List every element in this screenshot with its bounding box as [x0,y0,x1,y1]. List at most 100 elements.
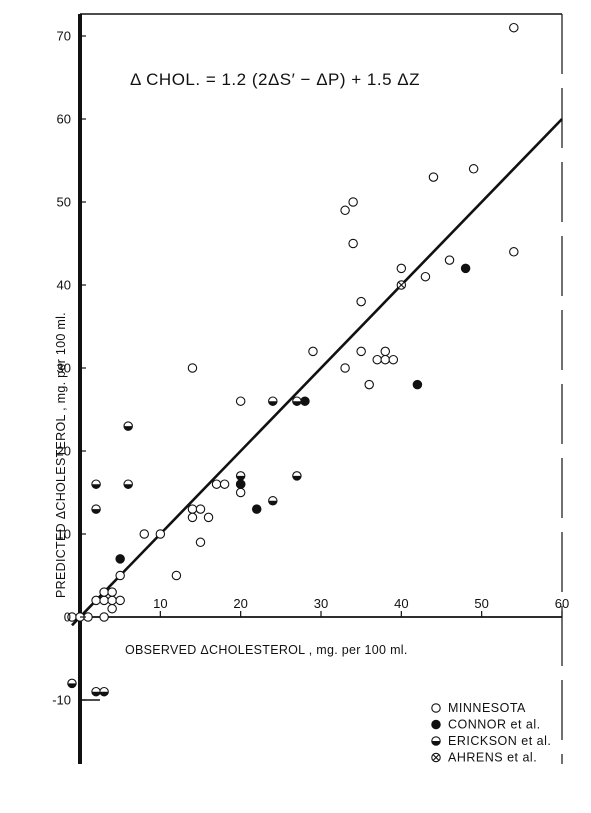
data-point-open-circle [107,587,117,597]
data-point-open-circle [99,612,109,622]
x-tick-label: 10 [153,596,167,611]
marker-half [292,475,302,481]
legend-item: MINNESOTA [431,701,526,715]
data-point-half-filled-circle [91,504,101,514]
marker-half [292,401,302,406]
marker-circle [348,238,358,249]
marker-circle [388,354,399,365]
data-point-open-circle [468,164,479,174]
data-point-crossed-circle [431,752,441,763]
marker-cross [432,754,440,761]
marker-circle [308,346,318,357]
marker-circle [444,255,455,265]
marker-half [124,426,133,431]
marker-cross [397,281,405,289]
marker-circle [195,504,206,514]
data-point-open-circle [431,703,441,713]
data-point-half-filled-circle [268,496,278,506]
legend-label: ERICKSON et al. [448,734,551,748]
y-axis-title: PREDICTED ΔCHOLESTEROL , mg. per 100 ml. [54,312,68,598]
series-filled-circle [115,263,471,564]
axis-ticks: 10 20 30 40 50 60 -10 0 10 20 30 40 50 60 70 [52,29,569,708]
data-point-open-circle [155,529,166,539]
marker-circle [356,346,366,357]
data-point-filled-circle [251,504,262,514]
marker-circle [340,205,350,216]
data-point-open-circle [203,512,214,523]
x-tick-label: 20 [233,596,247,611]
series-half-filled-circle [67,396,302,697]
marker-half [99,691,109,696]
marker-circle [155,529,166,539]
marker-circle [372,354,382,365]
data-point-open-circle [187,363,198,373]
data-point-open-circle [509,247,519,257]
data-point-open-circle [211,479,222,489]
data-point-filled-circle [460,263,471,274]
data-point-open-circle [219,479,230,489]
marker-circle [340,363,350,373]
y-tick-label: 30 [57,361,71,376]
legend-item: AHRENS et al. [431,751,537,765]
marker-half [67,683,77,688]
x-tick-label: 30 [314,596,328,611]
legend-label: MINNESOTA [448,701,526,715]
data-point-open-circle [340,205,350,216]
marker-circle [219,479,230,489]
marker-circle [468,164,479,174]
x-tick-label: 60 [555,596,569,611]
data-point-open-circle [388,354,399,365]
marker-half [91,691,101,696]
data-point-open-circle [195,537,206,548]
marker-circle [251,504,262,514]
marker-circle [509,22,519,33]
data-point-open-circle [356,346,366,357]
marker-circle [380,346,391,357]
marker-circle [139,529,150,539]
y-tick-label: 70 [57,29,71,44]
marker-circle [99,587,109,597]
data-point-open-circle [348,238,358,249]
data-point-crossed-circle [396,280,407,290]
marker-circle [509,247,519,257]
data-point-open-circle [115,570,125,581]
marker-circle [115,554,125,564]
data-point-open-circle [348,197,358,207]
y-tick-label: 50 [57,195,71,210]
marker-circle [187,512,198,523]
marker-circle [195,537,206,548]
marker-half [91,509,101,514]
data-point-open-circle [420,271,431,282]
marker-half [236,475,245,481]
marker-circle [431,719,441,730]
regression-line-group [71,118,563,627]
x-axis-title: OBSERVED ΔCHOLESTEROL , mg. per 100 ml. [125,643,408,657]
data-point-filled-circle [300,396,310,406]
data-points [67,22,519,697]
marker-circle [171,570,182,581]
marker-circle [115,595,125,606]
legend-label: AHRENS et al. [448,751,537,765]
data-point-half-filled-circle [292,471,302,481]
data-point-filled-circle [115,554,125,564]
y-tick-label: 40 [57,278,71,293]
data-point-half-filled-circle [91,686,101,697]
data-point-open-circle [356,296,366,307]
marker-circle [348,197,358,207]
x-tick-label: 40 [394,596,408,611]
data-point-open-circle [115,595,125,606]
data-point-filled-circle [412,379,423,390]
data-point-half-filled-circle [431,736,441,746]
data-point-half-filled-circle [123,421,133,431]
marker-circle [300,396,310,406]
marker-circle [235,487,246,498]
marker-circle [107,587,117,597]
marker-circle [203,512,214,523]
data-point-open-circle [99,587,109,597]
marker-half [268,500,277,505]
data-point-open-circle [139,529,150,539]
data-point-open-circle [235,396,246,406]
data-point-half-filled-circle [268,396,278,406]
marker-circle [364,379,374,390]
